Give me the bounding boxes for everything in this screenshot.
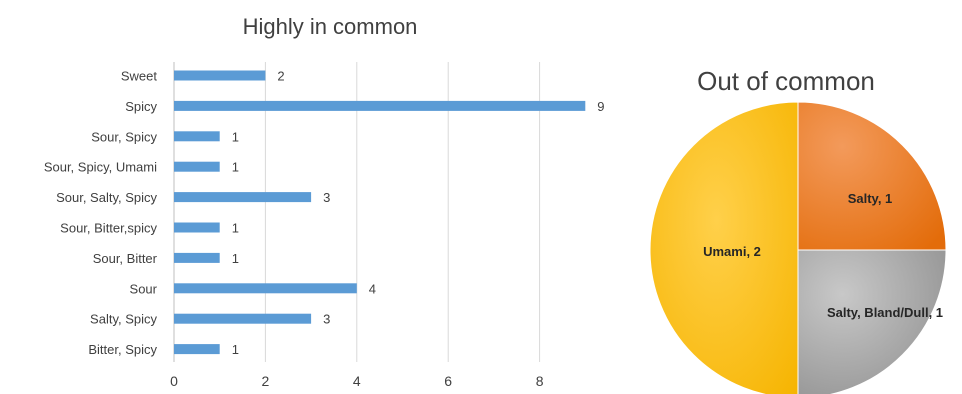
bar (174, 131, 220, 142)
pie-slice-label: Umami, 2 (703, 244, 761, 259)
bar-chart-category-labels: Sweet Spicy Sour, Spicy Sour, Spicy, Umami S… (44, 69, 158, 358)
bar-data-label: 3 (323, 312, 330, 327)
bar-data-label: 1 (232, 129, 239, 144)
category-label: Bitter, Spicy (88, 342, 157, 357)
pie-chart: Out of common Salty, 1 Salty, Bland/Dull,… (649, 66, 947, 394)
pie-chart-slice-labels: Salty, 1 Salty, Bland/Dull, 1 Umami, 2 (703, 191, 943, 320)
bar (174, 252, 220, 263)
category-label: Salty, Spicy (90, 312, 157, 327)
bar-chart-gridlines (173, 62, 541, 362)
bar-data-label: 9 (597, 99, 604, 114)
pie-slice (649, 101, 799, 394)
bar-data-label: 1 (232, 221, 239, 236)
x-tick-label: 2 (262, 373, 270, 389)
pie-slice (797, 101, 947, 251)
pie-chart-slices (649, 101, 947, 394)
pie-slice-label: Salty, 1 (848, 191, 893, 206)
x-tick-label: 6 (444, 373, 452, 389)
category-label: Sour (130, 281, 158, 296)
x-tick-label: 4 (353, 373, 361, 389)
bar (174, 161, 220, 172)
bar (174, 100, 586, 111)
bar-data-label: 1 (232, 160, 239, 175)
bar (174, 283, 357, 294)
pie-slice (797, 249, 947, 394)
category-label: Spicy (125, 99, 157, 114)
bar-data-label: 3 (323, 190, 330, 205)
x-tick-label: 0 (170, 373, 178, 389)
bar-chart-bars (174, 70, 586, 355)
category-label: Sour, Bitter,spicy (60, 221, 157, 236)
bar-chart-data-labels: 2 9 1 1 3 1 1 4 3 1 (232, 69, 605, 358)
bar-data-label: 1 (232, 251, 239, 266)
bar (174, 192, 312, 203)
category-label: Sour, Spicy, Umami (44, 160, 157, 175)
bar-chart-title: Highly in common (243, 14, 418, 39)
category-label: Sour, Bitter (93, 251, 158, 266)
bar-data-label: 4 (369, 281, 376, 296)
bar (174, 70, 266, 81)
category-label: Sour, Spicy (91, 129, 157, 144)
bar-data-label: 1 (232, 342, 239, 357)
category-label: Sour, Salty, Spicy (56, 190, 157, 205)
bar (174, 344, 220, 355)
pie-chart-title: Out of common (697, 66, 875, 96)
x-tick-label: 8 (536, 373, 544, 389)
bar (174, 222, 220, 233)
bar-data-label: 2 (277, 69, 284, 84)
category-label: Sweet (121, 69, 158, 84)
bar-chart-x-tick-labels: 0 2 4 6 8 (170, 373, 544, 389)
bar (174, 313, 312, 324)
pie-slice-label: Salty, Bland/Dull, 1 (827, 305, 943, 320)
bar-chart: Highly in common Sweet Spicy Sour, Spicy So… (44, 14, 605, 389)
